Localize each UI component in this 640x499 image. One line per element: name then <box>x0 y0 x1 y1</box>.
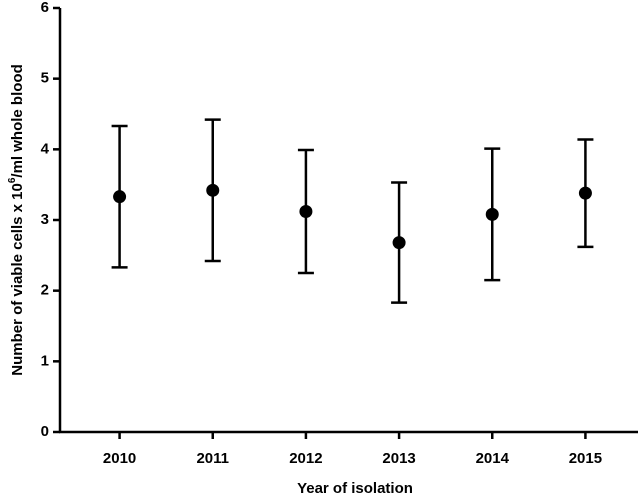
y-axis-title-part: Number of viable cells x 10 <box>9 183 26 376</box>
y-tick-label: 2 <box>41 282 49 299</box>
point <box>113 190 127 204</box>
y-tick-label: 5 <box>41 70 49 87</box>
x-tick-label: 2014 <box>476 450 510 467</box>
y-axis-title-part: /ml whole blood <box>9 64 26 177</box>
point <box>485 207 499 221</box>
x-tick-label: 2013 <box>382 450 415 467</box>
point <box>206 183 220 197</box>
y-tick-label: 1 <box>41 352 49 369</box>
y-tick-label: 6 <box>41 0 49 16</box>
x-tick-label: 2011 <box>196 450 229 467</box>
y-tick-label: 3 <box>41 211 49 228</box>
x-axis-title-text: Year of isolation <box>297 480 413 497</box>
y-axis-title-sup: 6 <box>7 177 18 183</box>
x-tick-label: 2012 <box>289 450 322 467</box>
point <box>578 186 592 200</box>
x-tick-label: 2015 <box>569 450 602 467</box>
y-tick-label: 4 <box>41 140 50 157</box>
point <box>392 236 406 250</box>
x-tick-label: 2010 <box>103 450 136 467</box>
point <box>299 205 313 219</box>
y-axis-title: Number of viable cells x 106/ml whole bl… <box>7 64 26 375</box>
y-tick-label: 0 <box>41 423 49 440</box>
x-axis-title: Year of isolation <box>297 480 413 497</box>
